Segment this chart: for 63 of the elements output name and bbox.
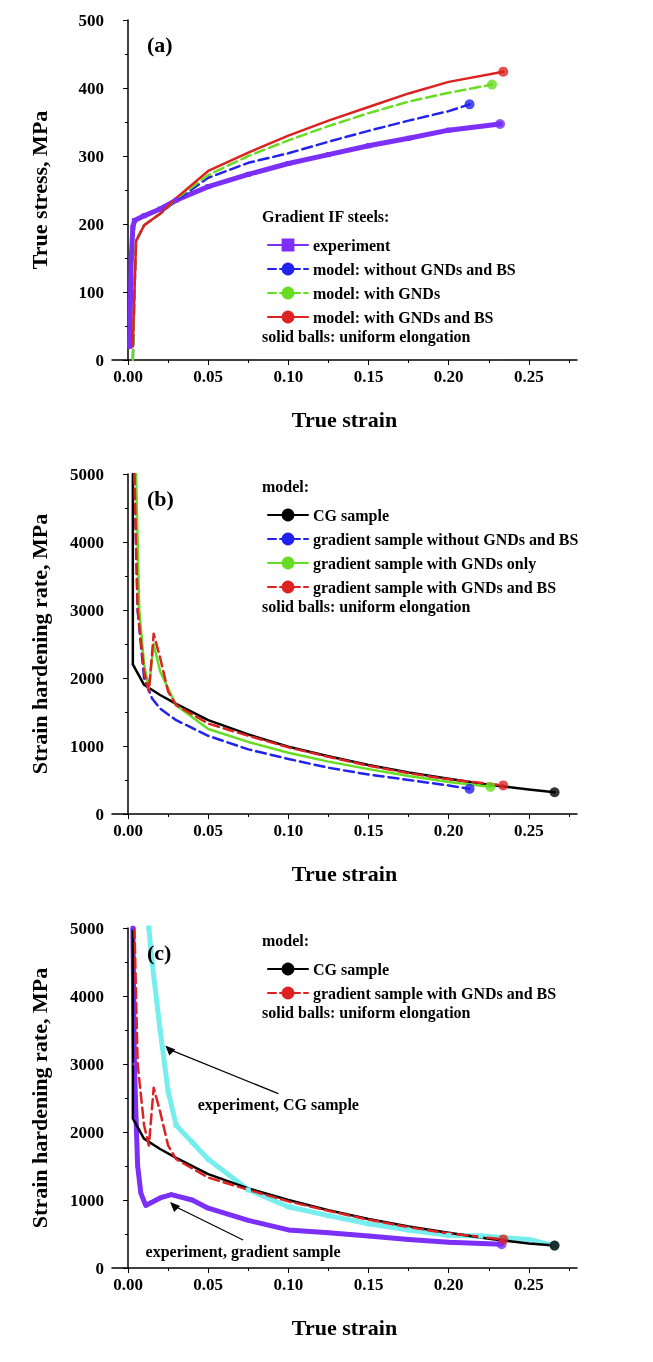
y-tick-label: 400: [78, 78, 104, 98]
x-tick-label: 0.25: [514, 367, 544, 386]
x-tick-label: 0.10: [273, 1275, 304, 1294]
y-tick-label: 300: [78, 146, 104, 166]
y-tick-label: 200: [78, 214, 104, 234]
y-tick-label: 500: [78, 10, 104, 30]
y-tick-label: 1000: [70, 736, 104, 756]
y-tick-label: 5000: [70, 464, 104, 484]
annotation: experiment, gradient sample: [145, 1242, 341, 1261]
legend-label: CG sample: [313, 960, 389, 979]
x-tick-label: 0.25: [514, 821, 544, 840]
x-tick-label: 0.05: [193, 821, 224, 840]
legend-label: gradient sample with GNDs and BS: [313, 984, 557, 1003]
x-axis-title: True strain: [291, 860, 398, 886]
legend-title: Gradient IF steels:: [262, 207, 390, 225]
annotation: solid balls: uniform elongation: [262, 327, 471, 346]
legend-label: model: with GNDs: [313, 284, 441, 302]
x-tick-label: 0.10: [273, 367, 304, 386]
x-axis-title: True strain: [291, 1314, 398, 1340]
y-tick-label: 3000: [70, 600, 104, 620]
legend-title: model:: [262, 477, 310, 495]
legend-label: gradient sample with GNDs and BS: [313, 578, 557, 597]
y-tick-label: 0: [95, 804, 104, 824]
x-tick-label: 0.00: [113, 821, 143, 840]
x-tick-label: 0.15: [353, 821, 384, 840]
legend-label: gradient sample with GNDs only: [313, 554, 537, 573]
legend-label: model: without GNDs and BS: [313, 260, 516, 278]
y-tick-label: 5000: [70, 918, 104, 938]
y-tick-label: 4000: [70, 532, 104, 552]
x-tick-label: 0.15: [353, 367, 384, 386]
legend-title: model:: [262, 931, 310, 949]
y-axis-title: True stress, MPa: [26, 110, 52, 270]
y-tick-label: 1000: [70, 1190, 104, 1210]
y-tick-label: 0: [95, 350, 104, 370]
annotation: experiment, CG sample: [197, 1096, 359, 1115]
x-tick-label: 0.20: [433, 1275, 464, 1294]
y-tick-label: 3000: [70, 1054, 104, 1074]
y-axis-title: Strain hardening rate, MPa: [26, 513, 52, 775]
x-tick-label: 0.05: [193, 1275, 224, 1294]
x-tick-label: 0.10: [273, 821, 304, 840]
legend-label: experiment: [313, 236, 391, 255]
y-tick-label: 0: [95, 1258, 104, 1278]
y-tick-label: 2000: [70, 668, 104, 688]
y-tick-label: 2000: [70, 1122, 104, 1142]
y-tick-label: 4000: [70, 986, 104, 1006]
y-tick-label: 100: [78, 282, 104, 302]
legend-label: gradient sample without GNDs and BS: [313, 530, 579, 549]
text: (b): [147, 485, 174, 511]
legend-label: CG sample: [313, 506, 389, 525]
x-tick-label: 0.05: [193, 367, 224, 386]
x-tick-label: 0.20: [433, 821, 464, 840]
x-tick-label: 0.25: [514, 1275, 544, 1294]
x-tick-label: 0.00: [113, 1275, 143, 1294]
x-axis-title: True strain: [291, 406, 398, 432]
legend-label: model: with GNDs and BS: [313, 308, 494, 326]
y-axis-title: Strain hardening rate, MPa: [26, 967, 52, 1229]
text: (a): [147, 31, 173, 57]
x-tick-label: 0.15: [353, 1275, 384, 1294]
x-tick-label: 0.00: [113, 367, 143, 386]
text: (c): [147, 939, 172, 965]
annotation: solid balls: uniform elongation: [262, 1003, 471, 1022]
x-tick-label: 0.20: [433, 367, 464, 386]
annotation: solid balls: uniform elongation: [262, 597, 471, 616]
